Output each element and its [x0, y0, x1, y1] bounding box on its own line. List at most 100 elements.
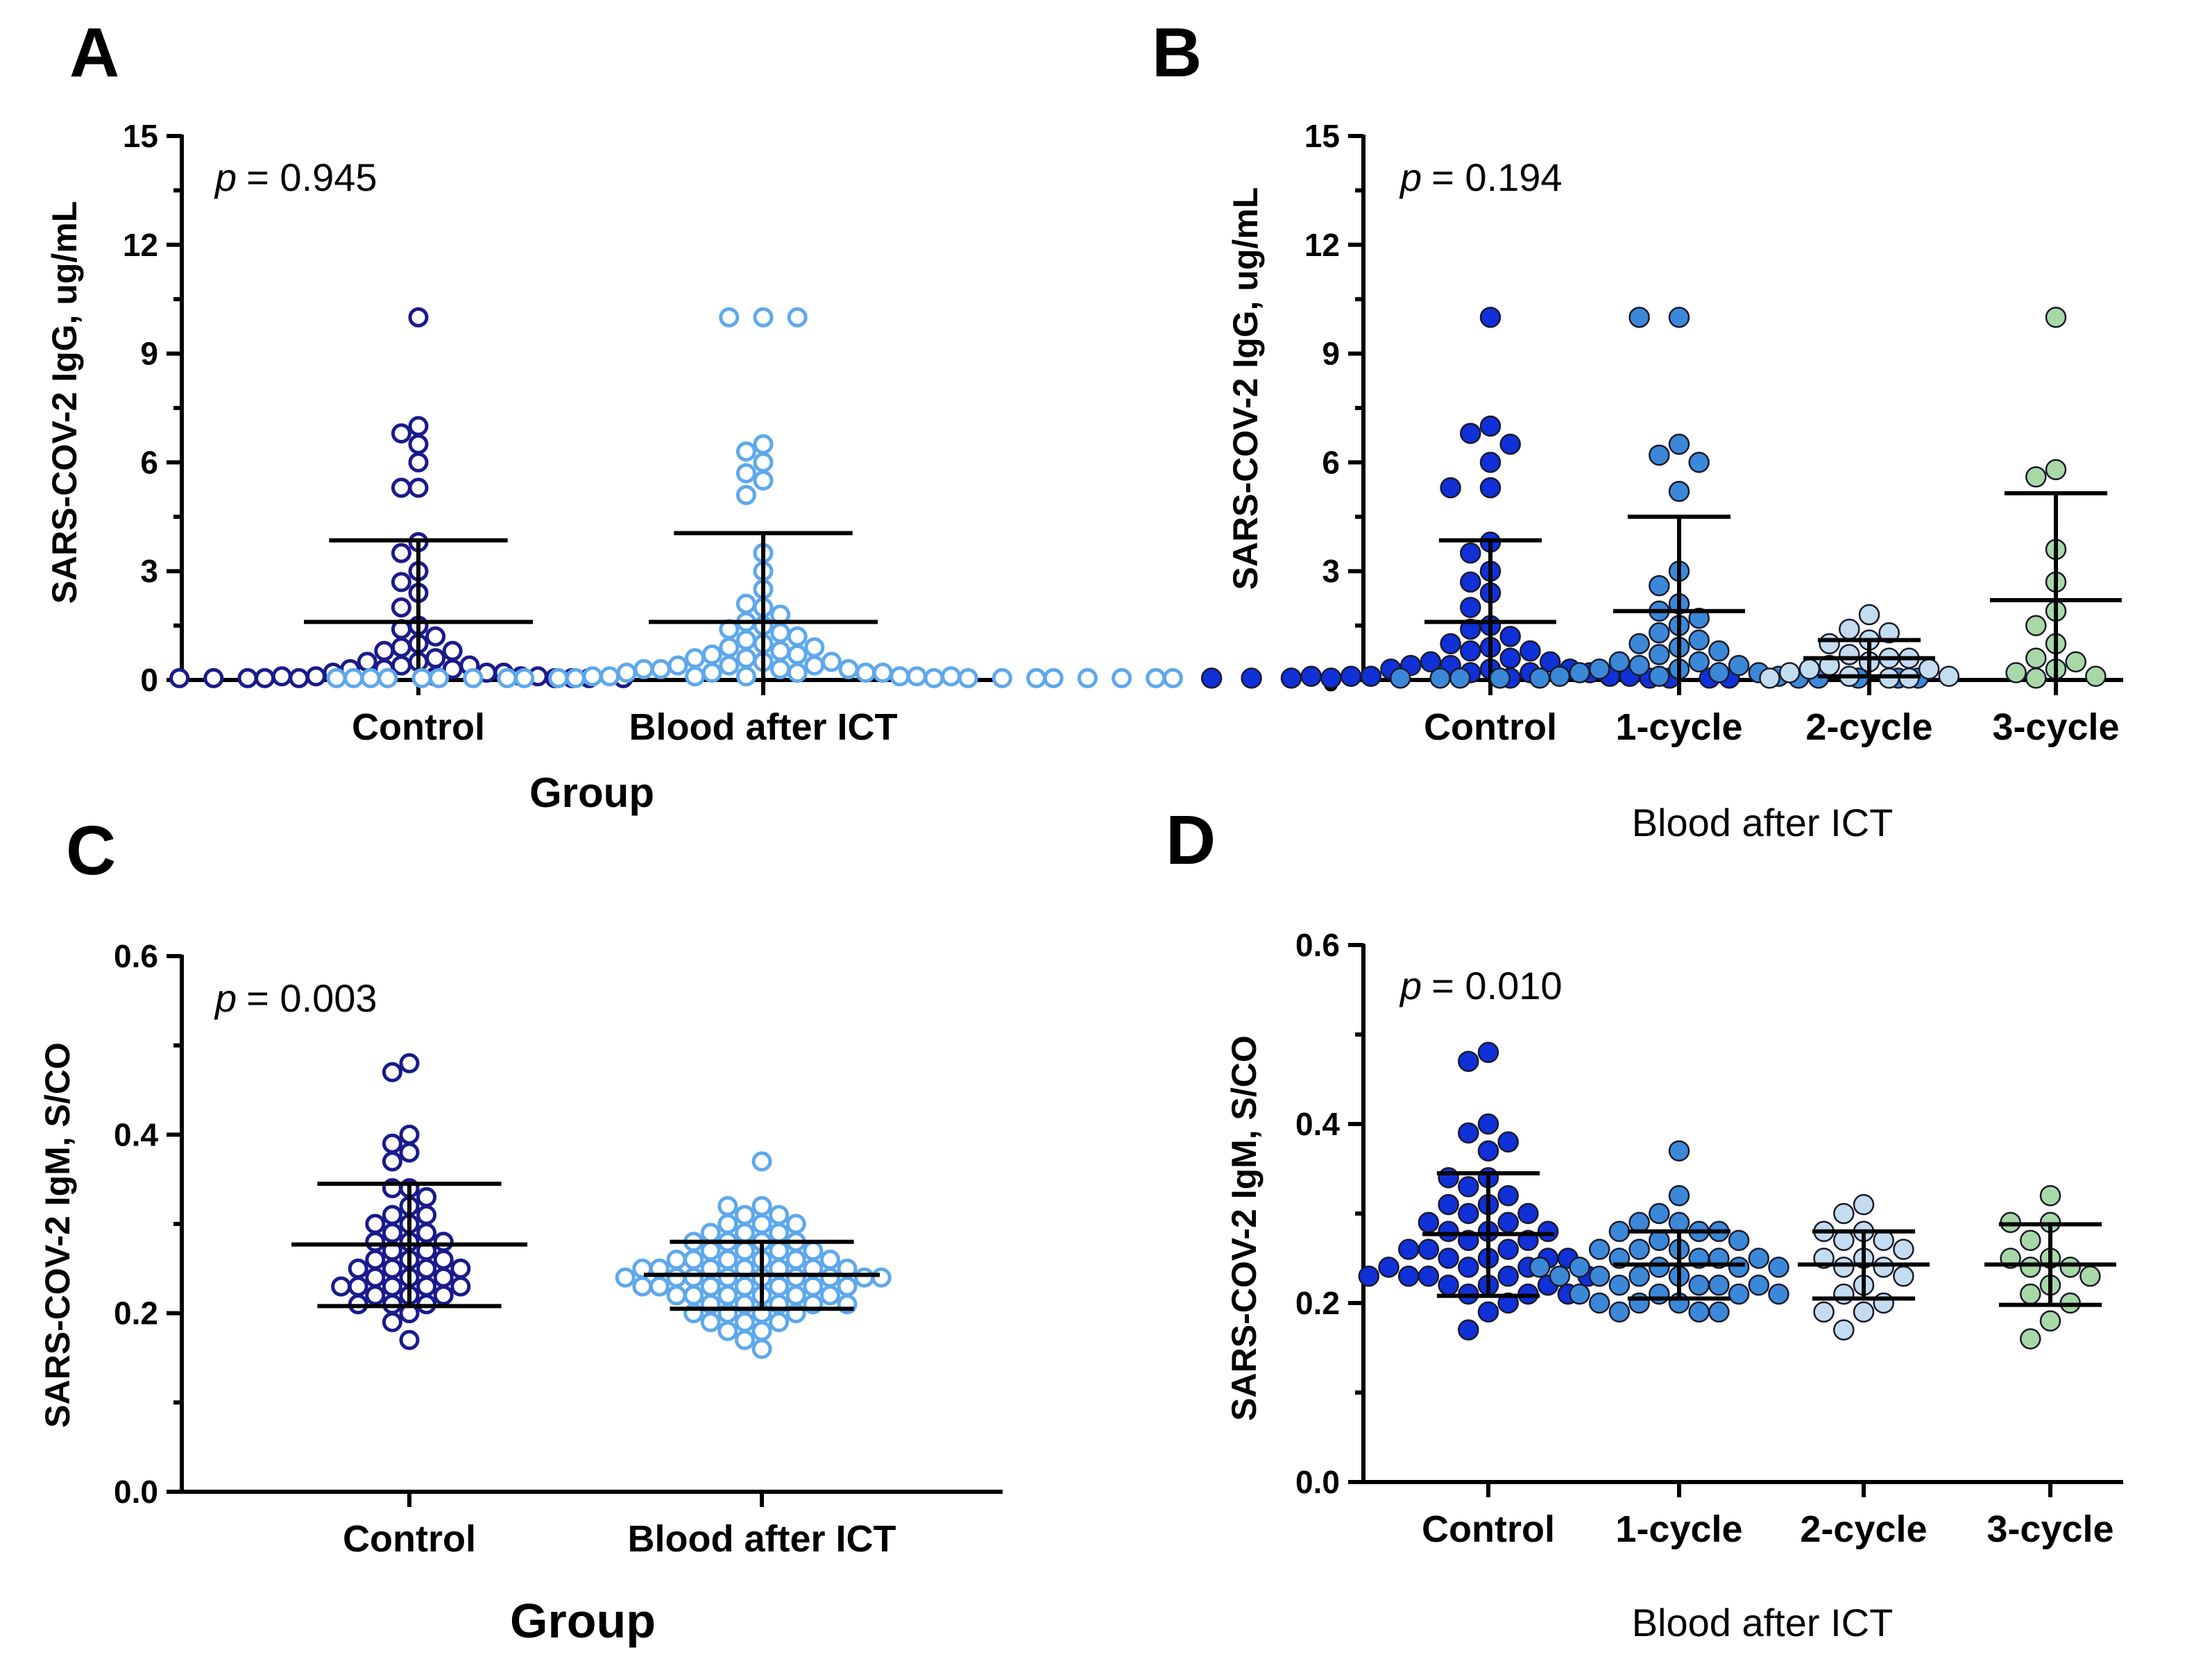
data-point — [700, 1312, 721, 1333]
data-point — [399, 1053, 420, 1073]
data-point — [734, 1205, 755, 1225]
data-point — [1728, 654, 1750, 676]
data-point — [1497, 1266, 1519, 1287]
data-point — [804, 637, 825, 658]
x-axis-title: Blood after ICT — [1632, 1601, 1894, 1644]
data-point — [1460, 640, 1481, 662]
data-point — [769, 1312, 790, 1333]
data-point — [1608, 1220, 1631, 1243]
x-category-label: 3-cycle — [1992, 706, 2119, 748]
data-point — [305, 666, 326, 687]
data-point — [1748, 1248, 1770, 1269]
data-point — [1162, 667, 1183, 688]
x-category-label: 1-cycle — [1615, 1508, 1742, 1550]
data-point — [1688, 1301, 1710, 1323]
x-category-label: Control — [343, 1518, 476, 1560]
data-point — [751, 1195, 772, 1216]
data-point — [770, 622, 791, 643]
data-point — [734, 1276, 755, 1297]
data-point — [2020, 1328, 2041, 1350]
data-point — [666, 1267, 687, 1288]
data-point — [326, 667, 347, 688]
data-point — [1833, 1202, 1855, 1225]
data-point — [1489, 667, 1511, 689]
data-point — [906, 666, 927, 687]
data-point — [1418, 1266, 1440, 1287]
y-tick-label: 15 — [1304, 118, 1340, 154]
data-point — [838, 658, 859, 679]
data-point — [1649, 1229, 1670, 1251]
data-point — [871, 1267, 892, 1288]
p-symbol: p — [214, 976, 237, 1020]
data-point — [1873, 1292, 1894, 1314]
data-point — [1588, 1292, 1610, 1314]
data-point — [2039, 1184, 2061, 1207]
data-point — [1569, 1283, 1590, 1305]
data-point — [1497, 1184, 1519, 1207]
data-point — [1499, 626, 1521, 647]
data-point — [1649, 444, 1670, 466]
data-point — [1418, 1211, 1440, 1234]
data-point — [1628, 654, 1650, 676]
data-point — [1429, 667, 1451, 689]
y-tick-label: 0.6 — [1295, 927, 1340, 963]
data-point — [1280, 667, 1302, 689]
data-point — [399, 1329, 420, 1350]
data-point — [734, 1223, 755, 1243]
data-point — [769, 1241, 790, 1261]
data-point — [433, 1232, 454, 1252]
data-point — [408, 307, 429, 327]
panel-d: 0.0 0.2 0.4 0.6 SARS-COV-2 IgM, S/CO p = 0.010… — [1225, 927, 2123, 1644]
data-point — [1146, 667, 1166, 688]
data-point — [2079, 1266, 2101, 1287]
data-point — [2039, 1310, 2061, 1332]
data-point — [1649, 644, 1670, 665]
data-point — [683, 1285, 704, 1306]
data-point — [701, 644, 722, 665]
data-point — [1708, 1274, 1730, 1296]
p-value-annotation: p = 0.194 — [1399, 155, 1563, 199]
data-point — [514, 667, 535, 688]
data-point — [1477, 1041, 1499, 1064]
y-tick-label: 0 — [140, 662, 158, 698]
data-point — [1588, 1239, 1610, 1260]
data-point — [365, 1214, 386, 1234]
data-point — [1438, 1193, 1459, 1216]
data-point — [2005, 662, 2027, 683]
data-point — [1477, 1113, 1499, 1135]
data-point — [1728, 1229, 1750, 1251]
y-tick-label: 3 — [140, 553, 158, 589]
data-point — [992, 667, 1012, 688]
data-point — [1420, 651, 1442, 673]
data-point — [1853, 1301, 1875, 1323]
x-category-label: Blood after ICT — [628, 1518, 896, 1560]
data-point — [1497, 1131, 1519, 1153]
data-point — [1768, 1283, 1789, 1305]
data-point — [667, 655, 688, 676]
data-point — [429, 667, 450, 688]
data-point — [924, 667, 944, 688]
data-point — [770, 640, 791, 661]
data-point — [1077, 667, 1098, 688]
data-point — [360, 667, 381, 688]
data-point — [1608, 1274, 1631, 1296]
data-point — [856, 663, 876, 683]
data-point — [1460, 423, 1481, 444]
y-tick-label: 0.6 — [114, 938, 158, 974]
data-point — [1200, 667, 1223, 689]
data-point — [1839, 618, 1860, 640]
p-symbol: p — [1399, 155, 1422, 199]
data-point — [890, 666, 910, 687]
data-point — [169, 667, 190, 688]
data-point — [719, 655, 740, 676]
x-category-label: 2-cycle — [1800, 1508, 1927, 1550]
data-point — [821, 652, 842, 672]
data-point — [416, 1276, 437, 1297]
data-point — [1569, 1257, 1590, 1278]
data-point — [2020, 1229, 2041, 1251]
data-point — [717, 1214, 738, 1234]
data-point — [1112, 667, 1132, 688]
panel-letter-a: A — [69, 14, 119, 92]
data-point — [1833, 1319, 1855, 1341]
